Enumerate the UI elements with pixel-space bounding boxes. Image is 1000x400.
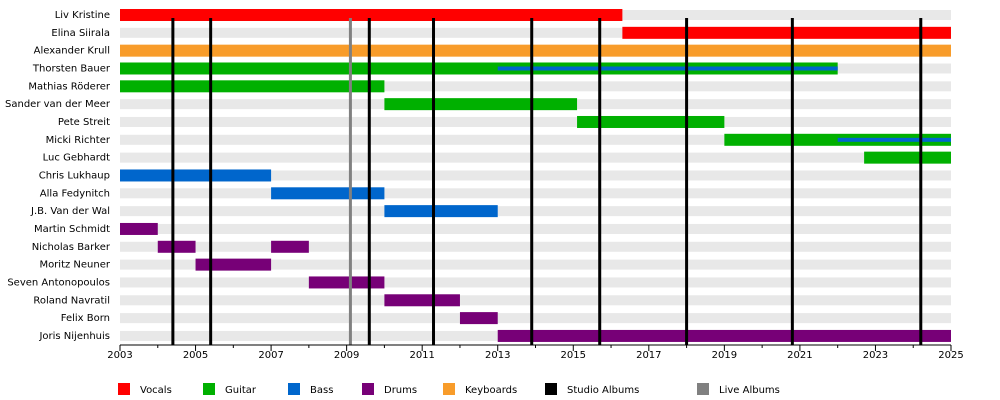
row-stripe xyxy=(120,295,951,306)
x-tick-label: 2005 xyxy=(183,350,208,361)
legend-swatch xyxy=(443,383,455,395)
member-bar xyxy=(384,205,498,218)
row-stripe xyxy=(120,188,951,199)
row-label: Seven Antonopoulos xyxy=(7,277,110,288)
member-bar xyxy=(384,294,460,307)
member-bar xyxy=(120,222,158,235)
row-label: Micki Richter xyxy=(46,135,111,146)
row-label: Nicholas Barker xyxy=(32,242,111,253)
row-stripe xyxy=(120,313,951,324)
row-label: Thorsten Bauer xyxy=(32,63,111,74)
legend-label: Vocals xyxy=(140,385,172,396)
member-bar xyxy=(864,151,951,164)
member-bar xyxy=(837,137,951,142)
legend-label: Bass xyxy=(310,385,333,396)
x-tick-label: 2025 xyxy=(938,350,963,361)
legend-label: Guitar xyxy=(225,385,257,396)
row-stripe xyxy=(120,277,951,288)
row-label: Martin Schmidt xyxy=(34,224,110,235)
x-tick-label: 2015 xyxy=(561,350,586,361)
row-label: Sander van der Meer xyxy=(5,99,111,110)
member-bar xyxy=(195,258,272,271)
row-stripe xyxy=(120,170,951,181)
member-bar xyxy=(120,80,385,93)
row-stripe xyxy=(120,27,951,38)
legend-swatch xyxy=(362,383,374,395)
row-stripe xyxy=(120,223,951,234)
row-stripe xyxy=(120,116,951,127)
x-tick-label: 2007 xyxy=(258,350,283,361)
row-label: Pete Streit xyxy=(58,117,110,128)
legend-swatch xyxy=(203,383,215,395)
row-label: Chris Lukhaup xyxy=(39,170,110,181)
member-bar xyxy=(120,44,951,57)
member-bar xyxy=(497,66,838,71)
row-label: Alexander Krull xyxy=(34,46,110,57)
row-stripe xyxy=(120,81,951,92)
legend-label: Drums xyxy=(384,385,417,396)
x-tick-label: 2023 xyxy=(863,350,888,361)
row-label: Moritz Neuner xyxy=(39,260,110,271)
member-bar xyxy=(120,169,272,182)
legend-swatch xyxy=(288,383,300,395)
member-bar xyxy=(120,62,838,75)
row-stripe xyxy=(120,241,951,252)
legend-label: Keyboards xyxy=(465,385,517,396)
x-tick-label: 2003 xyxy=(107,350,132,361)
row-label: Joris Nijenhuis xyxy=(38,331,110,342)
member-bar xyxy=(384,98,578,111)
row-label: Roland Navratil xyxy=(33,295,110,306)
member-bar xyxy=(157,240,196,253)
member-bar xyxy=(120,9,623,21)
row-stripe xyxy=(120,259,951,270)
x-tick-label: 2009 xyxy=(334,350,359,361)
legend-label: Studio Albums xyxy=(567,385,639,396)
row-label: Alla Fedynitch xyxy=(40,188,110,199)
x-tick-label: 2011 xyxy=(409,350,434,361)
row-label: Felix Born xyxy=(61,313,110,324)
row-label: Luc Gebhardt xyxy=(43,153,110,164)
legend-label: Live Albums xyxy=(719,385,780,396)
member-bar xyxy=(622,26,951,39)
legend-swatch xyxy=(697,383,709,395)
row-stripe xyxy=(120,206,951,217)
row-label: Elina Siirala xyxy=(51,28,110,39)
legend-swatch xyxy=(118,383,130,395)
member-bar xyxy=(271,187,385,200)
x-tick-label: 2021 xyxy=(787,350,812,361)
row-label: Liv Kristine xyxy=(55,10,110,21)
row-label: J.B. Van der Wal xyxy=(30,206,110,217)
row-stripe xyxy=(120,152,951,163)
x-tick-label: 2019 xyxy=(712,350,737,361)
row-stripe xyxy=(120,134,951,145)
member-bar xyxy=(459,312,498,325)
x-tick-label: 2013 xyxy=(485,350,510,361)
legend-swatch xyxy=(545,383,557,395)
member-bar xyxy=(308,276,385,289)
member-bar xyxy=(497,329,951,342)
x-tick-label: 2017 xyxy=(636,350,661,361)
member-bar xyxy=(271,240,309,253)
row-label: Mathias Röderer xyxy=(28,81,110,92)
